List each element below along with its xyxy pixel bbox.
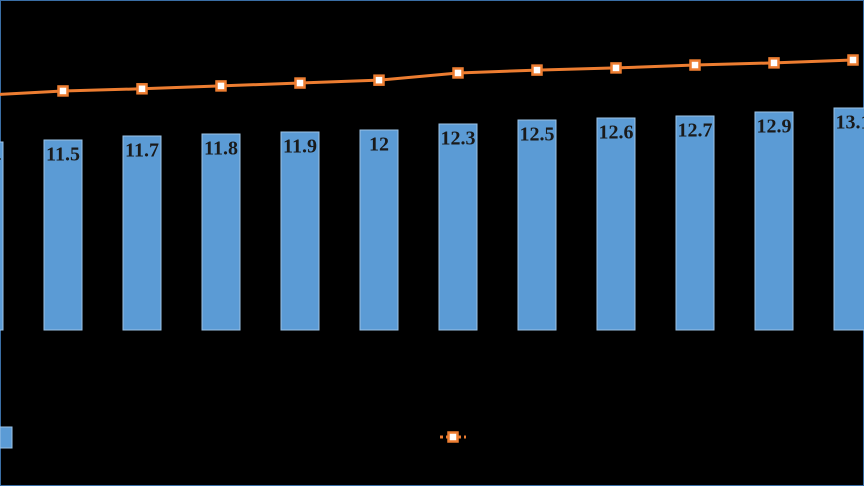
value-label: 11.4 bbox=[0, 146, 1, 168]
bar bbox=[754, 111, 794, 331]
bar bbox=[833, 107, 864, 331]
value-label: 12 bbox=[369, 134, 389, 156]
line-marker bbox=[373, 74, 385, 86]
line-marker bbox=[768, 57, 780, 69]
value-label: 12.5 bbox=[520, 124, 555, 146]
bar bbox=[0, 141, 4, 331]
bar bbox=[201, 133, 241, 331]
bar bbox=[359, 129, 399, 331]
value-label: 11.7 bbox=[125, 140, 159, 162]
line-marker bbox=[57, 85, 69, 97]
plot-area: 11.4 11.5 11.7 11.8 11.9 12 12.3 12.5 12.6 12.7 12… bbox=[0, 54, 864, 331]
bar bbox=[517, 119, 557, 331]
bar bbox=[43, 139, 83, 331]
line-marker bbox=[294, 77, 306, 89]
bar bbox=[122, 135, 162, 331]
value-label: 12.9 bbox=[757, 116, 792, 138]
value-label: 12.6 bbox=[599, 122, 634, 144]
legend-swatch bbox=[447, 431, 459, 443]
line-marker bbox=[610, 62, 622, 74]
bar bbox=[438, 123, 478, 331]
value-label: 13.1 bbox=[836, 112, 864, 134]
value-label: 11.9 bbox=[283, 136, 317, 158]
value-label: 11.5 bbox=[46, 144, 80, 166]
value-label: 12.7 bbox=[678, 120, 713, 142]
legend bbox=[0, 426, 466, 449]
bar bbox=[675, 115, 715, 331]
bar bbox=[280, 131, 320, 331]
legend-swatch bbox=[0, 426, 13, 449]
line-marker bbox=[689, 59, 701, 71]
value-label: 11.8 bbox=[204, 138, 238, 160]
line-marker bbox=[847, 54, 859, 66]
line-marker bbox=[136, 83, 148, 95]
line-marker bbox=[215, 80, 227, 92]
line-marker bbox=[452, 67, 464, 79]
line bbox=[0, 58, 854, 96]
line-marker bbox=[531, 64, 543, 76]
bar bbox=[596, 117, 636, 331]
value-label: 12.3 bbox=[441, 128, 476, 150]
